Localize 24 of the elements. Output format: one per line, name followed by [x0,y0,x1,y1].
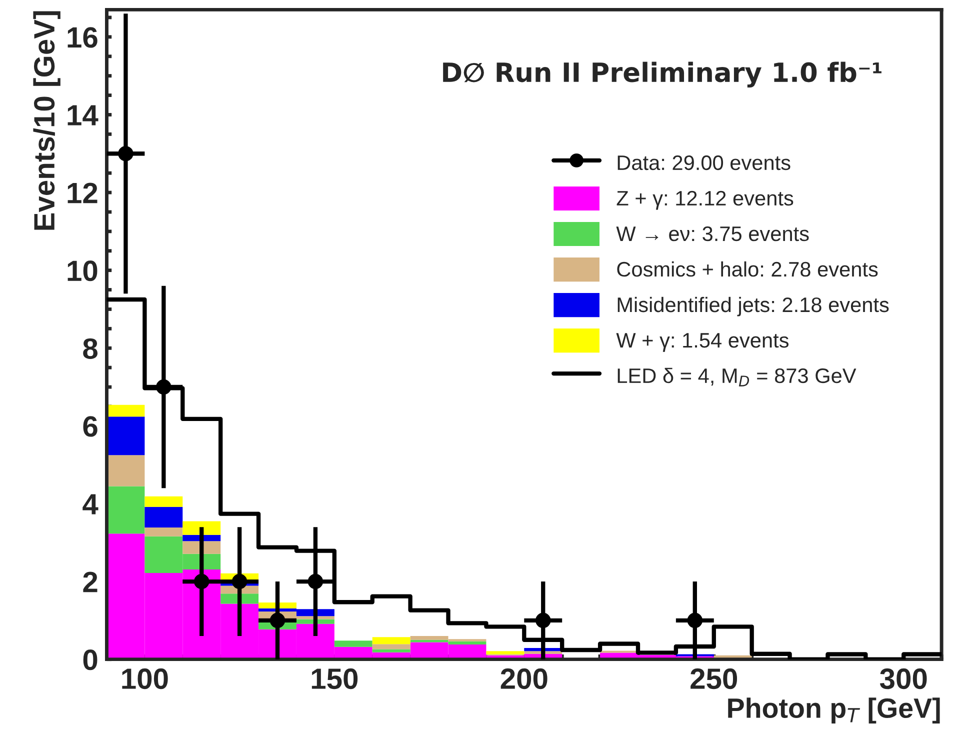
x-tick-label: 200 [500,668,548,690]
annotation: D∅ Run II Preliminary 1.0 fb⁻¹ [443,62,882,88]
legend-label: W → eν: 3.75 events [616,226,809,242]
y-tick-label: 4 [82,494,98,514]
legend-label: Misidentified jets: 2.18 events [618,296,889,316]
x-axis-title: Photon p$_{T}$ [GeV] [728,698,940,724]
y-axis-title: Events/10 [GeV] [33,11,60,230]
y-tick-label: 16 [68,27,98,48]
y-tick-label: 10 [68,260,98,282]
legend-label: Cosmics + halo: 2.78 events [617,261,878,277]
legend-label: LED δ = 4, M$_{D}$ = 873 GeV [618,368,856,386]
y-tick-label: 12 [68,182,98,204]
y-tick-label: 0 [83,650,98,670]
legend-label: Data: 29.00 events [618,155,790,170]
x-tick-label: 100 [122,668,168,690]
legend-label: Z + γ: 12.12 events [616,190,794,210]
y-tick-label: 8 [83,338,98,359]
x-tick-label: 250 [690,668,738,690]
y-tick-label: 14 [68,105,98,126]
y-tick-label: 2 [83,572,98,592]
y-tick-label: 6 [83,416,98,437]
x-tick-label: 150 [312,668,358,690]
x-tick-label: 300 [880,668,927,690]
legend-label: W + γ: 1.54 events [616,333,789,352]
